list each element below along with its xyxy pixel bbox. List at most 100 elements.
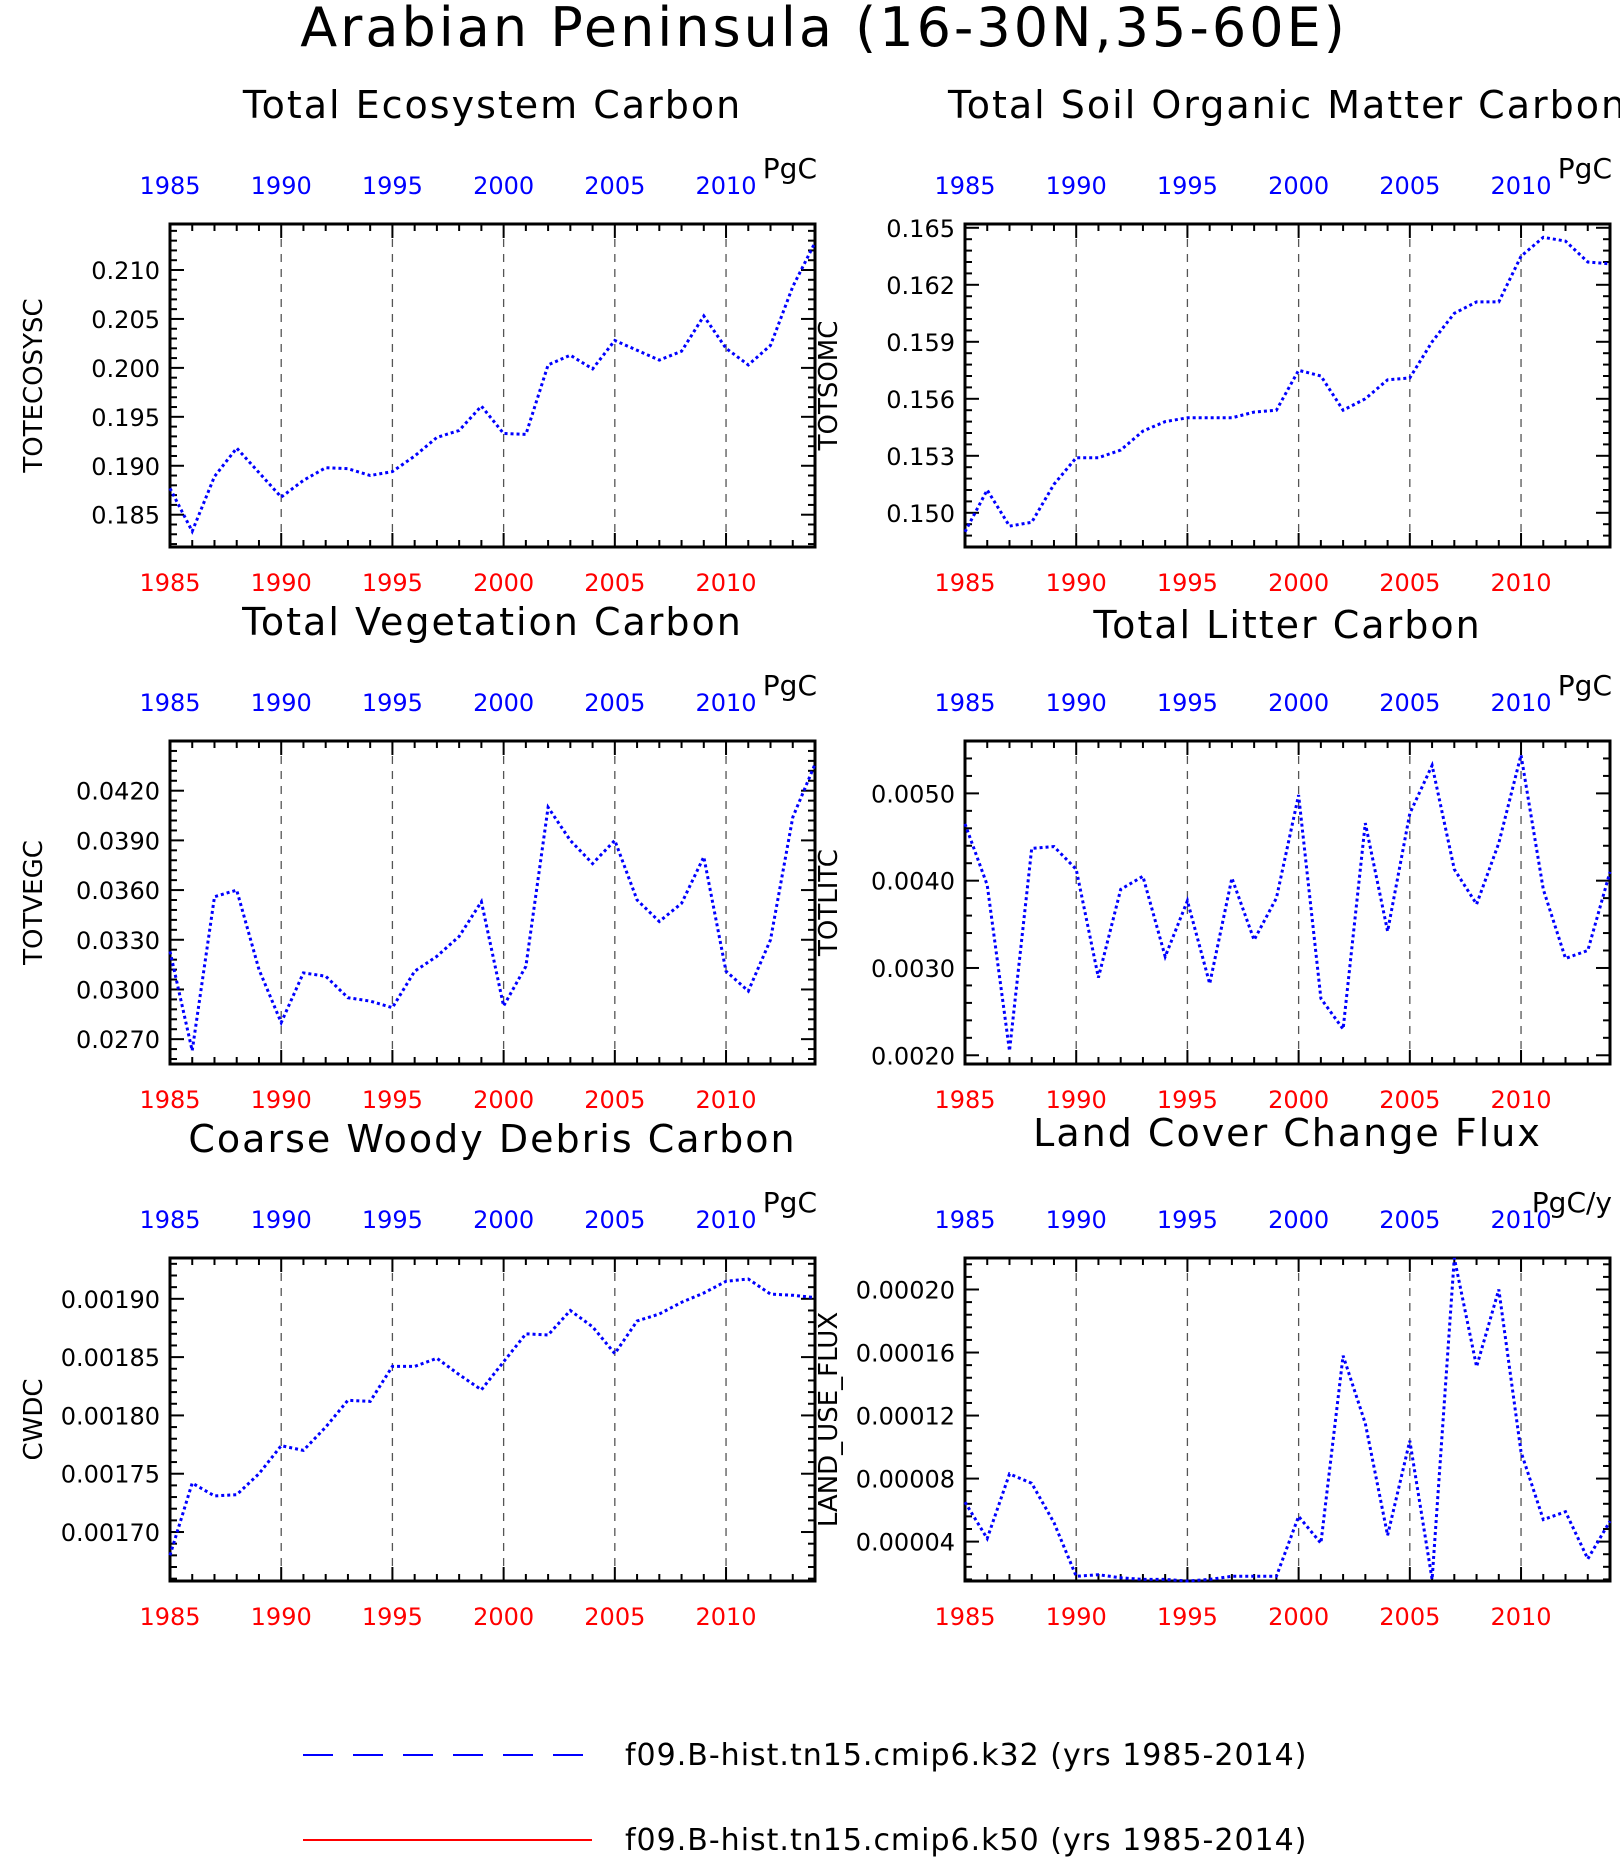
x-tick-label-bottom: 2000 [1268,1603,1329,1631]
x-tick-label-bottom: 2000 [473,1086,534,1114]
y-tick-label: 0.162 [886,272,955,300]
x-tick-label-bottom: 1985 [139,569,200,597]
series-line-k32 [963,1257,1612,1583]
figure-suptitle: Arabian Peninsula (16-30N,35-60E) [300,0,1348,59]
panel-title: Total Vegetation Carbon [241,600,743,644]
y-tick-label: 0.205 [91,306,160,334]
x-tick-label-top: 1995 [362,689,423,717]
y-tick-label: 0.00016 [856,1340,955,1368]
x-tick-label-top: 1990 [251,1206,312,1234]
plot-frame [168,739,817,1066]
y-tick-label: 0.185 [91,502,160,530]
y-tick-label: 0.153 [886,443,955,471]
y-tick-label: 0.00175 [61,1461,160,1489]
y-tick-label: 0.0360 [76,877,160,905]
y-tick-label: 0.195 [91,404,160,432]
y-tick-label: 0.00190 [61,1286,160,1314]
legend-label: f09.B-hist.tn15.cmip6.k32 (yrs 1985-2014… [625,1738,1307,1773]
y-tick-label: 0.0050 [871,780,955,808]
units-label: PgC [763,152,817,185]
y-axis-label: TOTSOMC [814,321,844,452]
x-tick-label-top: 1990 [251,689,312,717]
x-tick-label-top: 1985 [139,172,200,200]
y-tick-label: 0.0040 [871,868,955,896]
x-tick-label-bottom: 2000 [1268,569,1329,597]
x-tick-label-bottom: 2005 [1379,1086,1440,1114]
x-tick-label-bottom: 2010 [695,569,756,597]
x-tick-label-bottom: 1990 [1046,1603,1107,1631]
units-label: PgC [1558,669,1612,702]
y-tick-label: 0.00004 [856,1529,955,1557]
panel-title: Total Litter Carbon [1092,603,1481,647]
y-tick-label: 0.200 [91,355,160,383]
units-label: PgC [763,1186,817,1219]
x-tick-label-top: 1985 [139,1206,200,1234]
series-line-k32 [168,763,817,1052]
y-tick-label: 0.159 [886,329,955,357]
y-axis-label: LAND_USE_FLUX [814,1312,844,1527]
x-tick-label-bottom: 2000 [473,569,534,597]
y-axis-label: TOTECOSYSC [19,298,49,473]
x-tick-label-top: 1995 [1157,172,1218,200]
y-tick-label: 0.00180 [61,1402,160,1430]
x-tick-label-top: 2010 [1490,1206,1551,1234]
panel-1: Total Ecosystem Carbon PgC 1985 1985 1990 199… [19,83,817,597]
x-tick-label-bottom: 1985 [934,1603,995,1631]
x-tick-label-top: 2000 [473,689,534,717]
x-tick-label-bottom: 1985 [934,1086,995,1114]
y-tick-label: 0.0420 [76,778,160,806]
panel-3: Total Vegetation Carbon PgC 1985 1985 1990 19… [19,600,817,1114]
x-tick-label-bottom: 2010 [1490,1086,1551,1114]
x-tick-label-bottom: 1990 [251,1603,312,1631]
x-tick-label-top: 2000 [473,172,534,200]
y-tick-label: 0.165 [886,215,955,243]
x-tick-label-top: 2000 [1268,1206,1329,1234]
x-tick-label-bottom: 2010 [695,1086,756,1114]
x-tick-label-top: 1985 [934,689,995,717]
x-tick-label-bottom: 2005 [584,569,645,597]
x-tick-label-top: 2010 [1490,172,1551,200]
panel-title: Coarse Woody Debris Carbon [188,1117,796,1161]
x-tick-label-bottom: 1990 [1046,569,1107,597]
series-line-k32 [963,754,1612,1052]
x-tick-label-bottom: 1985 [934,569,995,597]
series-line-k32 [168,1277,816,1556]
y-tick-label: 0.00020 [856,1277,955,1305]
y-tick-label: 0.0330 [76,927,160,955]
x-tick-label-bottom: 2010 [1490,569,1551,597]
y-tick-label: 0.00012 [856,1403,955,1431]
x-tick-label-bottom: 1995 [1157,1603,1218,1631]
panel-5: Coarse Woody Debris Carbon PgC 1985 1985 199… [19,1117,817,1631]
units-label: PgC/y [1532,1186,1612,1219]
panels: Total Ecosystem Carbon PgC 1985 1985 1990 199… [19,83,1620,1631]
plot-frame [963,222,1612,549]
plot-frame [963,1256,1612,1583]
y-tick-label: 0.0270 [76,1026,160,1054]
x-tick-label-bottom: 1985 [139,1086,200,1114]
x-tick-label-bottom: 1995 [1157,1086,1218,1114]
y-axis-label: CWDC [19,1378,49,1460]
x-tick-label-bottom: 2005 [584,1603,645,1631]
units-label: PgC [1558,152,1612,185]
x-tick-label-top: 2010 [695,689,756,717]
x-tick-label-bottom: 2010 [1490,1603,1551,1631]
x-tick-label-top: 2000 [1268,689,1329,717]
x-tick-label-top: 1995 [1157,1206,1218,1234]
x-tick-label-bottom: 1990 [251,569,312,597]
y-tick-label: 0.190 [91,453,160,481]
y-tick-label: 0.00185 [61,1344,160,1372]
x-tick-label-top: 2005 [1379,172,1440,200]
x-tick-label-top: 2000 [1268,172,1329,200]
x-tick-label-top: 2005 [1379,689,1440,717]
x-tick-label-top: 1995 [362,1206,423,1234]
y-axis-label: TOTLITC [814,849,844,957]
y-tick-label: 0.0390 [76,827,160,855]
panel-6: Land Cover Change Flux PgC/y 1985 1985 1990 1… [814,1111,1612,1631]
x-tick-label-bottom: 1995 [1157,569,1218,597]
x-tick-label-top: 1990 [1046,689,1107,717]
x-tick-label-top: 2010 [695,172,756,200]
panel-title: Total Soil Organic Matter Carbon [947,83,1620,127]
x-tick-label-bottom: 2005 [1379,569,1440,597]
x-tick-label-top: 2000 [473,1206,534,1234]
